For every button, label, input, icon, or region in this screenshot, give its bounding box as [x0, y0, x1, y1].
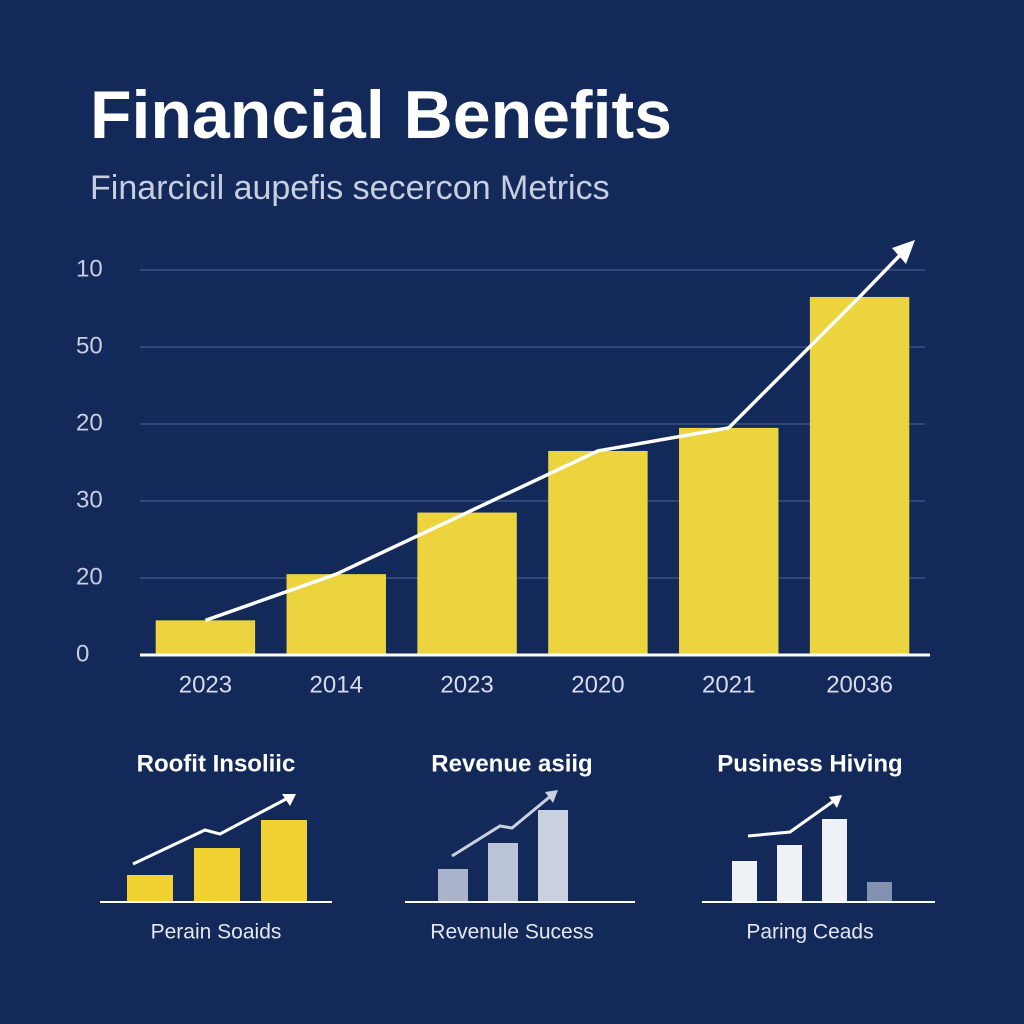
y-tick-label: 50: [76, 332, 103, 359]
mini-bar: [732, 861, 757, 902]
title: Financial Benefits: [90, 77, 672, 153]
bar: [809, 296, 910, 655]
mini-arrow: [451, 793, 553, 858]
x-tick-label: 2021: [702, 671, 755, 698]
mini-bar: [822, 819, 847, 902]
arrowhead: [282, 794, 296, 806]
mini-caption: Perain Soaids: [151, 921, 282, 944]
y-tick-label: 30: [76, 486, 103, 513]
mini-arrow: [132, 796, 289, 866]
trend-arrow: [858, 248, 907, 299]
mini-bar: [488, 843, 518, 902]
mini-bar: [538, 810, 568, 902]
x-tick-label: 2020: [571, 671, 624, 698]
x-tick-label: 20036: [826, 671, 893, 698]
subtitle: Finarcicil aupefis secercon Metrics: [90, 169, 610, 207]
mini-bar: [777, 845, 802, 902]
y-tick-label: 0: [76, 640, 89, 667]
bar: [548, 450, 648, 655]
mini-bar: [867, 882, 892, 902]
arrowhead: [892, 240, 915, 264]
mini-caption: Revenule Sucess: [430, 921, 593, 944]
mini-arrowheads: [282, 790, 842, 808]
mini-arrow: [747, 798, 836, 838]
bar: [679, 427, 779, 655]
mini-caption: Paring Ceads: [746, 921, 873, 944]
bar: [155, 620, 256, 655]
x-tick-label: 2014: [310, 671, 363, 698]
mini-bar: [438, 869, 468, 902]
mini-bar: [127, 875, 173, 902]
x-tick-label: 2023: [440, 671, 493, 698]
mini-bar: [194, 848, 240, 902]
arrowhead: [829, 795, 842, 808]
mini-arrows: [132, 793, 836, 866]
arrowhead: [545, 790, 558, 803]
mini-bar: [261, 820, 307, 902]
y-tick-label: 20: [76, 409, 103, 436]
mini-title: Roofit Insoliic: [137, 750, 296, 777]
y-tick-label: 20: [76, 563, 103, 590]
x-tick-label: 2023: [179, 671, 232, 698]
y-tick-label: 10: [76, 255, 103, 282]
trend-line: [204, 295, 861, 623]
mini-title: Revenue asiig: [431, 750, 592, 777]
bar: [417, 512, 517, 655]
mini-title: Pusiness Hiving: [717, 750, 902, 777]
